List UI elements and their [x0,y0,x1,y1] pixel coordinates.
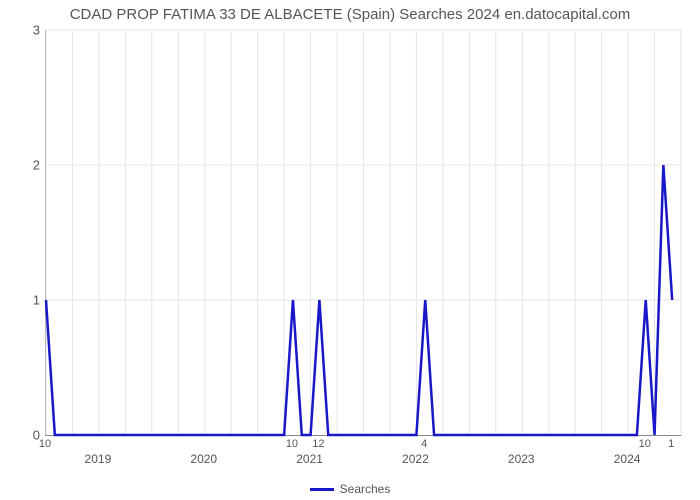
x-point-label: 4 [421,438,427,450]
x-year-label: 2021 [296,452,323,466]
x-year-label: 2022 [402,452,429,466]
x-year-label: 2020 [190,452,217,466]
x-point-label: 1 [668,438,674,450]
y-tick-label: 2 [10,158,40,173]
chart-svg [46,30,681,435]
x-year-label: 2024 [614,452,641,466]
x-point-label: 10 [639,438,651,450]
x-point-label: 12 [312,438,324,450]
y-tick-label: 1 [10,293,40,308]
x-point-label: 10 [39,438,51,450]
x-point-label: 10 [286,438,298,450]
plot-area [45,30,681,436]
x-year-label: 2019 [85,452,112,466]
legend: Searches [0,482,700,496]
x-year-label: 2023 [508,452,535,466]
chart-title: CDAD PROP FATIMA 33 DE ALBACETE (Spain) … [0,6,700,23]
y-tick-label: 0 [10,428,40,443]
y-tick-label: 3 [10,23,40,38]
legend-label: Searches [340,482,391,496]
chart-container: { "chart": { "type": "line", "title": "C… [0,0,700,500]
legend-swatch [310,488,334,491]
